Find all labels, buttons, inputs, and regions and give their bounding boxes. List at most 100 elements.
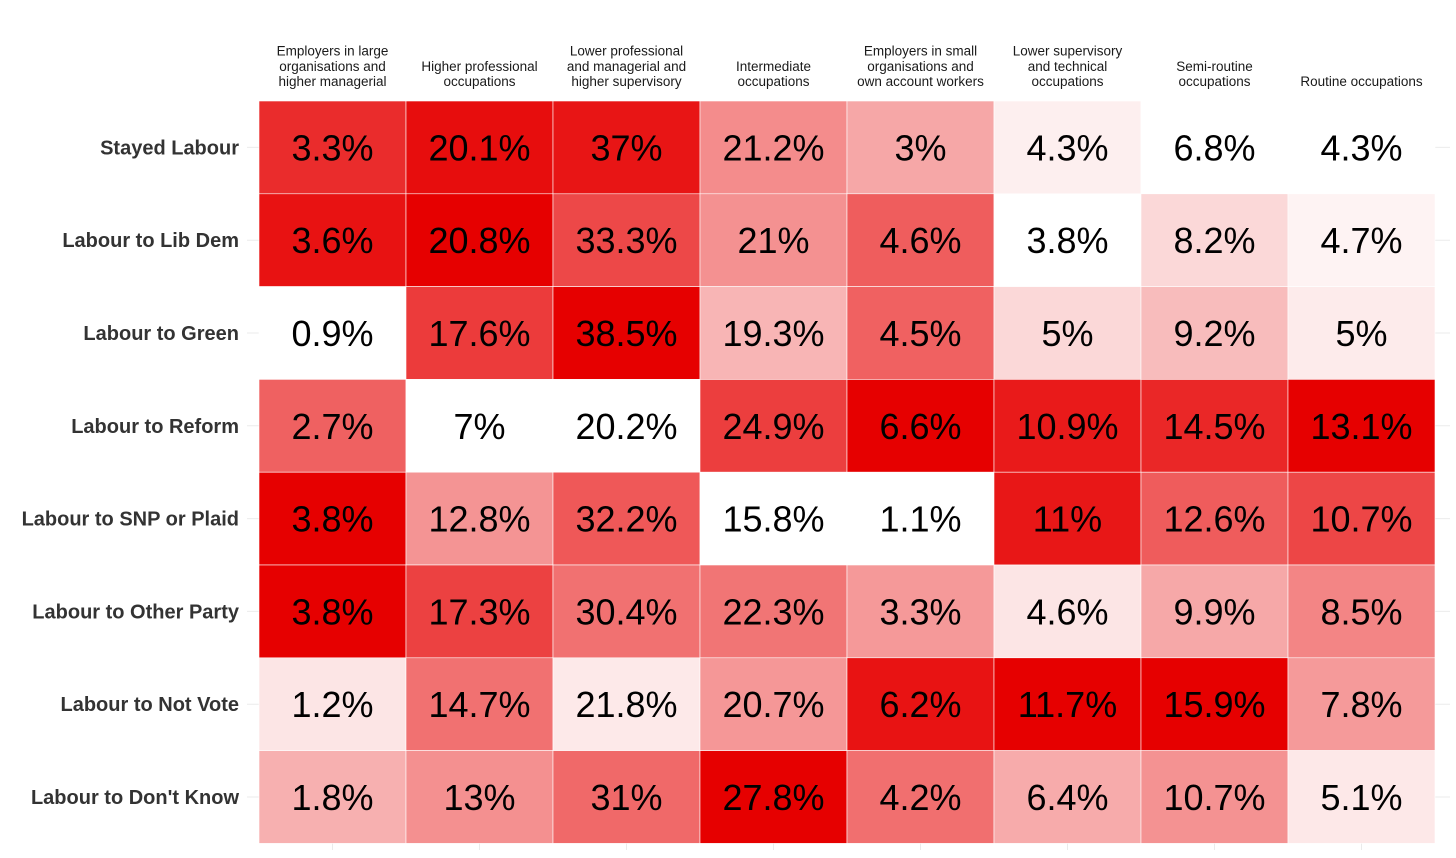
cell-value-label: 8.2% xyxy=(1173,220,1255,261)
cell-value-label: 11% xyxy=(1033,499,1102,540)
cell-value-label: 2.7% xyxy=(291,406,373,447)
heatmap-cell xyxy=(993,286,1142,380)
heatmap-cell xyxy=(1287,193,1436,287)
column-label-line: occupations xyxy=(1031,74,1103,89)
cell-value-label: 17.6% xyxy=(428,313,530,354)
cell-value-label: 3.8% xyxy=(291,499,373,540)
row-label: Stayed Labour xyxy=(100,137,239,159)
heatmap-cell xyxy=(1140,564,1289,659)
row-label: Labour to Green xyxy=(83,323,239,345)
cell-value-label: 4.3% xyxy=(1320,127,1402,168)
cell-value-label: 12.8% xyxy=(428,499,530,540)
cell-value-label: 14.5% xyxy=(1163,406,1265,447)
heatmap-cell xyxy=(258,750,407,844)
cell-value-label: 9.9% xyxy=(1173,591,1255,632)
heatmap-cell xyxy=(1140,193,1289,287)
cell-value-label: 15.9% xyxy=(1163,684,1265,725)
heatmap-cell xyxy=(552,286,701,380)
column-label: Lower supervisory and technical occupation… xyxy=(1013,44,1123,89)
column-label-line: occupations xyxy=(737,74,809,89)
cell-value-label: 9.2% xyxy=(1173,313,1255,354)
heatmap-cell xyxy=(405,564,554,659)
heatmap-cell xyxy=(552,564,701,659)
cell-value-label: 4.6% xyxy=(1026,591,1108,632)
column-label-line: occupations xyxy=(1178,74,1250,89)
column-labels: Employers in large organisations and highe… xyxy=(277,44,1423,89)
cell-value-label: 30.4% xyxy=(575,591,677,632)
column-label-line: Routine occupations xyxy=(1300,74,1423,89)
cell-value-label: 10.7% xyxy=(1163,777,1265,818)
heatmap-cell xyxy=(846,286,995,380)
cell-value-label: 5.1% xyxy=(1320,777,1402,818)
cell-value-label: 14.7% xyxy=(428,684,530,725)
cell-value-label: 21.2% xyxy=(722,127,824,168)
column-label: Intermediate occupations xyxy=(736,59,811,89)
cell-value-label: 3% xyxy=(894,127,946,168)
cell-value-label: 11.7% xyxy=(1018,684,1117,725)
cell-value-label: 7.8% xyxy=(1320,684,1402,725)
cell-value-label: 4.3% xyxy=(1026,127,1108,168)
column-label-line: Semi-routine xyxy=(1176,59,1253,74)
cell-value-label: 20.2% xyxy=(575,406,677,447)
row-label: Labour to Not Vote xyxy=(61,694,240,716)
cell-value-label: 4.7% xyxy=(1320,220,1402,261)
cell-value-label: 10.9% xyxy=(1016,406,1118,447)
heatmap-cell xyxy=(552,657,701,751)
heatmap-cell xyxy=(699,564,848,659)
cell-value-label: 20.8% xyxy=(428,220,530,261)
column-label-line: Employers in large xyxy=(277,44,389,59)
heatmap-cell xyxy=(405,657,554,751)
heatmap-cell xyxy=(405,750,554,844)
heatmap-cell xyxy=(258,100,407,195)
heatmap-cell xyxy=(258,471,407,566)
column-label-line: and managerial and xyxy=(567,59,686,74)
heatmap-cell xyxy=(1140,286,1289,380)
heatmap-cell xyxy=(846,750,995,844)
row-label: Labour to Other Party xyxy=(32,601,240,623)
heatmap-cell xyxy=(846,657,995,751)
heatmap-cell xyxy=(1287,286,1436,380)
heatmap-cell xyxy=(552,379,701,473)
row-label: Labour to SNP or Plaid xyxy=(22,509,239,531)
column-label-line: Lower professional xyxy=(570,44,683,59)
column-label: Semi-routine occupations xyxy=(1176,59,1253,89)
column-label: Employers in small organisations and own a… xyxy=(857,44,984,89)
cell-value-label: 31% xyxy=(590,777,662,818)
cell-value-label: 17.3% xyxy=(428,591,530,632)
heatmap-cell xyxy=(699,193,848,287)
heatmap-cell xyxy=(258,379,407,473)
column-label-line: Intermediate xyxy=(736,59,811,74)
heatmap-cell xyxy=(552,100,701,195)
cell-value-label: 3.3% xyxy=(291,127,373,168)
heatmap-cell xyxy=(1140,471,1289,566)
heatmap-cell xyxy=(258,564,407,659)
cell-value-label: 6.4% xyxy=(1026,777,1108,818)
heatmap-cell xyxy=(993,471,1142,566)
heatmap-cell xyxy=(1140,657,1289,751)
column-label-line: and technical xyxy=(1028,59,1108,74)
cell-value-label: 33.3% xyxy=(575,220,677,261)
cell-value-label: 1.1% xyxy=(879,499,961,540)
heatmap-cell xyxy=(993,379,1142,473)
cell-value-label: 13.1% xyxy=(1310,406,1412,447)
heatmap-cell xyxy=(846,564,995,659)
heatmap-cell xyxy=(699,286,848,380)
cell-value-label: 6.8% xyxy=(1173,127,1255,168)
cell-value-label: 10.7% xyxy=(1310,499,1412,540)
cell-value-label: 4.2% xyxy=(879,777,961,818)
column-label-line: higher supervisory xyxy=(571,74,682,89)
heatmap-cell xyxy=(552,471,701,566)
heatmap-cell xyxy=(993,750,1142,844)
heatmap-cell xyxy=(993,100,1142,195)
cell-value-label: 1.2% xyxy=(291,684,373,725)
heatmap-cell xyxy=(1287,379,1436,473)
row-label: Labour to Reform xyxy=(71,416,239,438)
heatmap-cell xyxy=(993,193,1142,287)
column-label-line: occupations xyxy=(443,74,515,89)
cell-value-label: 12.6% xyxy=(1163,499,1265,540)
cell-value-label: 1.8% xyxy=(291,777,373,818)
heatmap-cell xyxy=(1140,750,1289,844)
heatmap-cell xyxy=(1287,100,1436,195)
heatmap-cell xyxy=(699,750,848,844)
